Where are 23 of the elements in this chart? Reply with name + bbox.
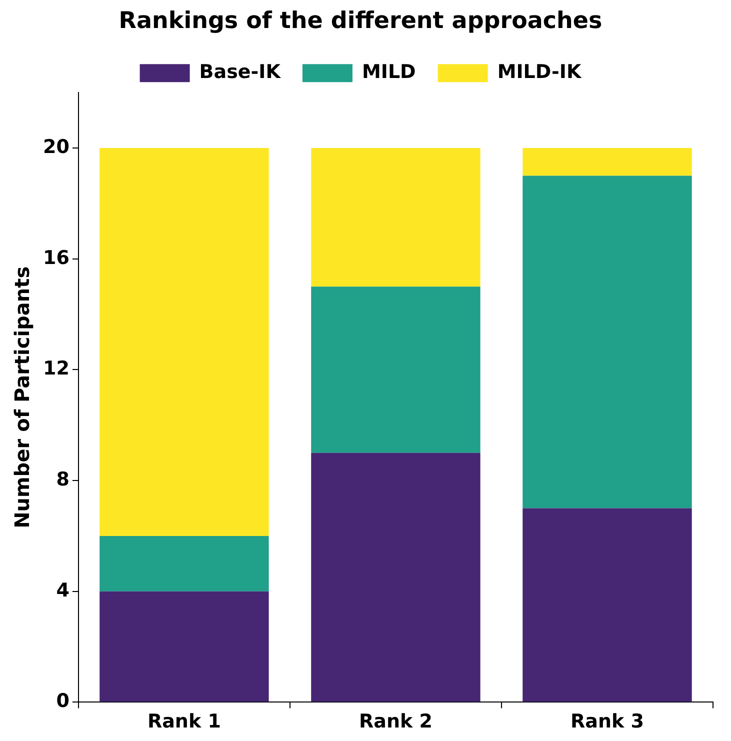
bar [311,286,480,453]
bar [311,452,480,702]
bar [100,591,269,702]
y-tick-label: 12 [42,358,70,380]
legend-label: MILD-IK [497,61,582,84]
bar [522,176,692,508]
y-tick-label: 16 [42,246,70,269]
y-tick-label: 4 [56,579,70,602]
y-tick-label: 0 [56,690,70,712]
bar [311,148,480,287]
y-tick-label: 20 [42,136,70,158]
y-axis-title: Number of Participants [10,266,34,528]
x-tick-label: Rank 3 [570,710,644,733]
x-tick-label: Rank 1 [147,710,221,733]
bar [522,148,692,176]
chart-title: Rankings of the different approaches [118,8,602,34]
bar [100,148,269,536]
bar [522,508,692,702]
legend-label: MILD [362,61,416,84]
legend-label: Base-IK [199,61,282,84]
y-tick-label: 8 [56,468,70,490]
x-tick-label: Rank 2 [358,710,432,733]
bar [100,536,269,592]
